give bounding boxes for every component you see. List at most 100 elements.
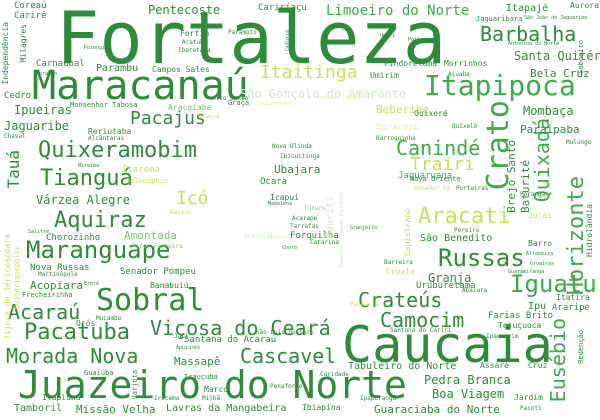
word-monsenhor-tabosa: Monsenhor Tabosa — [70, 101, 138, 109]
word-farias-brito: Farias Brito — [488, 311, 554, 321]
word-barbalha: Barbalha — [480, 22, 577, 46]
word-umari: Umari — [380, 33, 396, 39]
word-santana-do-acarau: Santana do Acaraú — [184, 335, 277, 345]
word-jijoca-de-jericoacoara: Jijoca de Jericoacoara — [3, 234, 12, 340]
word-jaguaribara: Jaguaribara — [476, 15, 523, 23]
word-jaguaruana: Jaguaruana — [398, 171, 453, 181]
word-redencao: Redenção — [577, 330, 585, 364]
word-chorozinho: Chorozinho — [46, 233, 101, 243]
word-paracuru: Paracuru — [376, 123, 420, 133]
word-itapaje: Itapajé — [506, 3, 549, 14]
word-pereiro: Pereiro — [454, 227, 480, 234]
word-nova-oriente: Nova Oriente — [410, 175, 461, 183]
word-miraima: Miraíma — [78, 163, 100, 169]
word-barro: Barro — [528, 239, 553, 248]
word-ibiapina: Ibiapina — [302, 403, 341, 412]
word-reriutaba: Reriutaba — [88, 127, 132, 136]
word-general-sampaio: General Sampaio — [318, 95, 364, 101]
word-crateus: Crateús — [358, 288, 443, 312]
word-catarina: Catarina — [310, 239, 339, 246]
word-varzea-alegre: Várzea Alegre — [36, 193, 130, 207]
word-solonopole: Solonópole — [126, 177, 169, 185]
word-tiangua: Tianguá — [40, 166, 133, 191]
word-baixio: Baixio — [170, 209, 192, 216]
word-sao-joao-do-jaguaribe: São João do Jaguaribe — [524, 15, 588, 21]
word-pentecoste: Pentecoste — [148, 3, 221, 17]
word-porteiras: Porteiras — [456, 185, 489, 192]
word-sobral: Sobral — [96, 283, 205, 318]
word-penaforte: Penaforte — [270, 383, 303, 390]
word-brejo-santo: Brejo Santo — [505, 140, 518, 213]
word-varjota: Varjota — [131, 370, 139, 400]
word-massape: Massapê — [174, 355, 221, 368]
word-croata: Croata — [386, 267, 415, 276]
word-mucambo: Mucambo — [96, 315, 122, 322]
word-capistrano: Capistrano — [403, 208, 412, 257]
word-nova-russas: Nova Russas — [30, 263, 90, 273]
word-jati: Jati — [174, 333, 189, 340]
word-jaguaribe: Jaguaribe — [4, 119, 70, 133]
word-tarrafas: Tarrafas — [290, 223, 319, 230]
word-antonina-do-norte: Antonina do Norte — [508, 41, 560, 47]
word-guaraciaba-do-norte: Guaraciaba do Norte — [374, 403, 500, 416]
word-alcantaras: Alcântaras — [88, 135, 125, 142]
word-senador-pompeu: Senador Pompeu — [120, 267, 196, 277]
word-salitre: Salitre — [28, 229, 50, 235]
word-baturite: Baturité — [519, 160, 532, 213]
word-araripe: Araripe — [552, 303, 590, 313]
word-acopiara: Acopiara — [30, 279, 83, 292]
word-pires-ferreira: Pires Ferreira — [132, 243, 183, 250]
word-ipaporanga: Ipaporanga — [360, 395, 397, 402]
word-arneiroz: Arneiroz — [270, 235, 295, 241]
word-camocim: Camocim — [380, 308, 465, 332]
word-paramoti: Paramoti — [228, 29, 257, 36]
word-caucaia: Caucaia — [342, 316, 553, 374]
word-tejucuoca: Tejuçuoca — [498, 321, 542, 330]
word-deputado-irapuan-pinheiro: Deputado Irapuan Pinheiro — [339, 192, 345, 268]
word-aquiraz: Aquiraz — [54, 208, 147, 233]
word-fortaleza: Fortaleza — [56, 0, 447, 80]
word-milha: Milhã — [202, 395, 221, 402]
word-iraucuba: Irauçuba — [184, 373, 218, 381]
word-alto-santo: Alto Santo — [212, 95, 249, 102]
word-apuiares: Apuiarés — [176, 345, 201, 351]
word-cascavel: Cascavel — [240, 344, 337, 368]
word-ipaumirim: Ipaumirim — [486, 333, 519, 340]
word-poranga: Poranga — [520, 191, 546, 198]
word-carnaubal: Carnaubal — [36, 59, 85, 69]
word-palmacia: Palmácia — [350, 301, 379, 308]
word-forquilha: Forquilha — [290, 231, 339, 241]
word-juazeiro-do-norte: Juazeiro do Norte — [18, 363, 407, 407]
word-caririacu: Cariríaçu — [258, 3, 307, 13]
word-ubajara: Ubajara — [274, 163, 321, 176]
word-caturia: Caturiá — [285, 30, 291, 52]
word-frecheirinha: Frecheirinha — [22, 291, 73, 299]
word-ipueiras: Ipueiras — [14, 103, 72, 117]
word-madalena: Madalena — [268, 201, 293, 207]
word-banabuiu: Banabuiú — [150, 281, 189, 290]
word-umirim: Umirim — [370, 71, 399, 80]
word-moraujo: Moraújo — [36, 71, 58, 77]
word-itapipoca: Itapipoca — [424, 69, 576, 102]
word-itarema: Itarema — [122, 165, 160, 175]
word-independencia: Independência — [1, 22, 10, 85]
word-pindoretama: Pindoretama — [384, 59, 437, 68]
word-russas: Russas — [438, 244, 525, 272]
word-missao-velha: Missão Velha — [76, 403, 156, 416]
word-campos-sales: Campos Sales — [152, 65, 210, 74]
word-saboeiro: Saboeiro — [577, 40, 585, 74]
word-ocara: Ocara — [260, 177, 288, 187]
word-coreau: Coreaú — [14, 1, 47, 11]
word-bela-cruz: Bela Cruz — [530, 67, 590, 80]
word-tabuleiro-do-norte: Tabuleiro do Norte — [348, 361, 457, 372]
word-senador-sa: Senador Sá — [414, 185, 451, 192]
word-nova-olinda: Nova Olinda — [272, 143, 312, 150]
word-carire: Cariré — [14, 11, 47, 21]
word-sao-luis-do-curu: São Luís do Curu — [256, 329, 314, 336]
word-cedro: Cedro — [4, 91, 32, 101]
word-tururu: Tururu — [304, 205, 326, 212]
word-taua: Tauá — [4, 150, 23, 189]
word-quixere: Quixeré — [414, 109, 448, 118]
word-assare: Assaré — [480, 361, 509, 370]
